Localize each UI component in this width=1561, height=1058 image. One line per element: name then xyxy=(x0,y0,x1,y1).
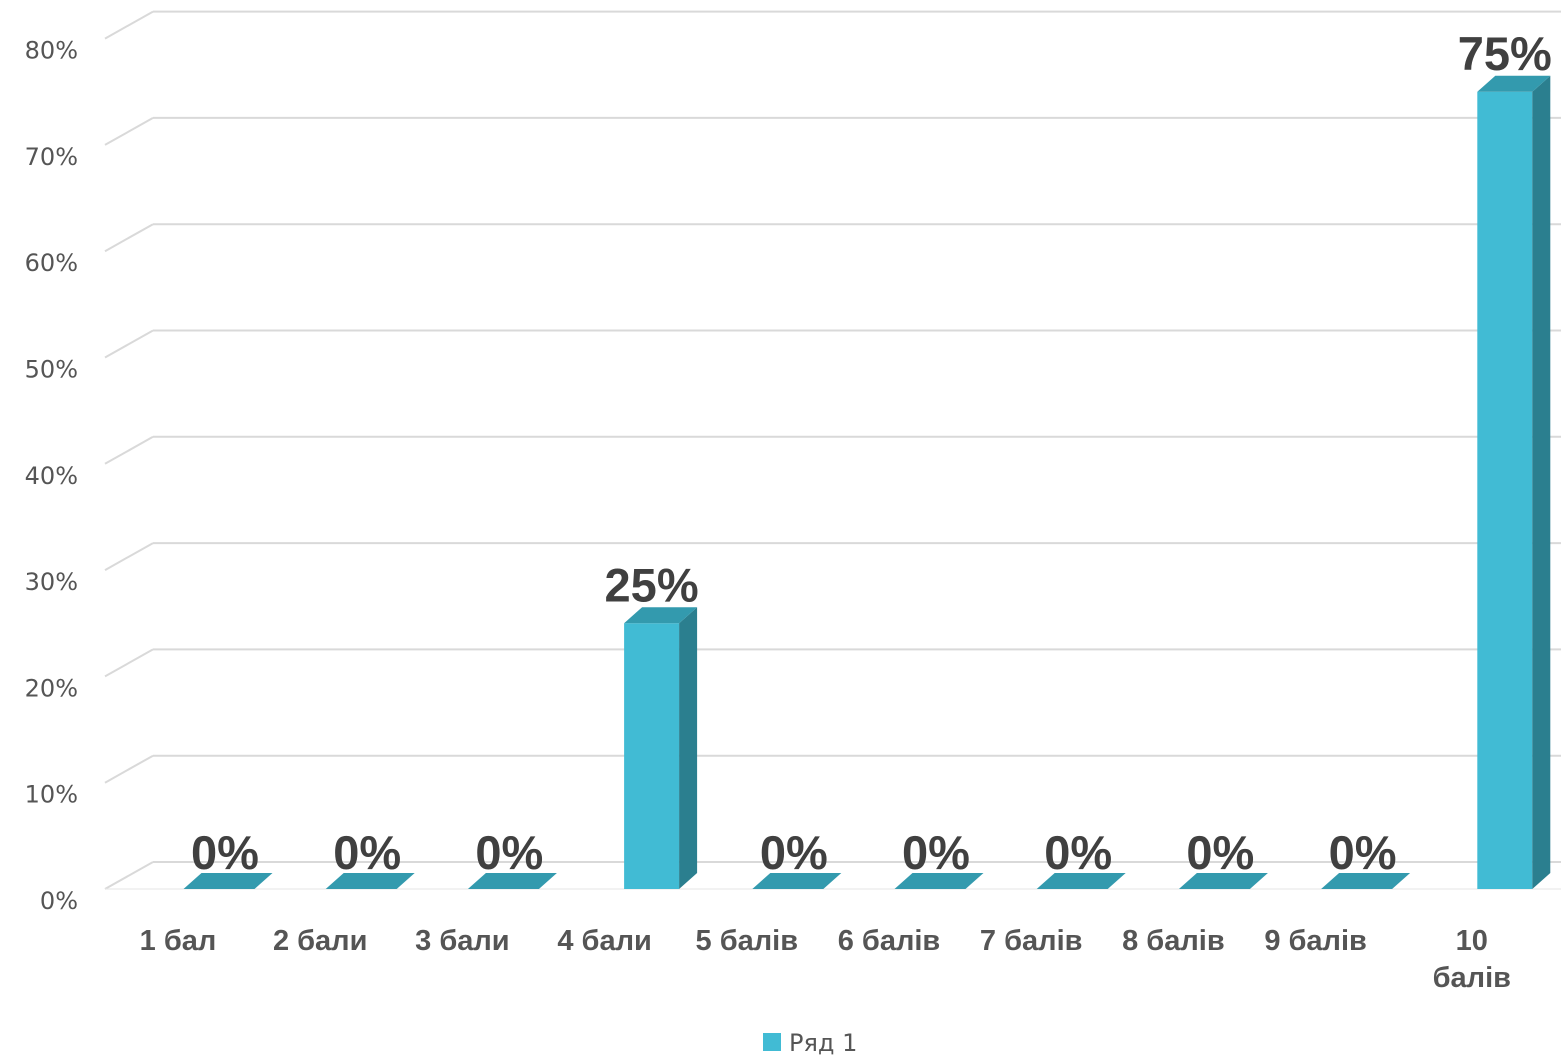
bar-7 xyxy=(1036,873,1126,889)
data-labels: 0% 0% 0% 25% 0% 0% 0% 0% 0% 75% xyxy=(191,27,1552,879)
legend-swatch xyxy=(763,1033,781,1051)
y-tick-label: 60% xyxy=(25,249,78,277)
x-category-label: 2 бали xyxy=(273,925,367,957)
bar-zero xyxy=(894,873,984,889)
x-category-label: 4 бали xyxy=(557,925,651,957)
data-label: 0% xyxy=(902,826,970,879)
wall-gridline-10 xyxy=(104,754,154,784)
bar-6 xyxy=(894,873,984,889)
wall-gridline-70 xyxy=(104,117,154,146)
bar-4 xyxy=(624,607,698,889)
data-label: 0% xyxy=(475,826,543,879)
y-tick-label: 0% xyxy=(40,887,78,915)
data-label: 25% xyxy=(605,558,699,611)
wall-gridline-50 xyxy=(104,329,154,359)
y-tick-label: 50% xyxy=(25,356,78,384)
data-label: 75% xyxy=(1458,27,1552,80)
bar-front xyxy=(624,623,680,889)
bar-zero xyxy=(183,873,273,889)
bar-zero xyxy=(325,873,415,889)
x-category-label: 7 балів xyxy=(980,925,1083,957)
bar-3 xyxy=(467,873,557,889)
wall-gridline-80 xyxy=(104,10,154,40)
wall-gridline-0 xyxy=(104,861,154,890)
bar-side xyxy=(1532,75,1551,889)
legend-label: Ряд 1 xyxy=(789,1029,857,1057)
bar-2 xyxy=(325,873,415,889)
y-tick-label: 20% xyxy=(25,674,78,702)
data-label: 0% xyxy=(1044,826,1112,879)
data-label: 0% xyxy=(760,826,828,879)
bar-zero xyxy=(1036,873,1126,889)
data-label: 0% xyxy=(1186,826,1254,879)
bar-9 xyxy=(1321,873,1411,889)
x-category-label: 10 xyxy=(1456,925,1488,957)
bar-zero xyxy=(1178,873,1268,889)
y-tick-label: 30% xyxy=(25,568,78,596)
bars xyxy=(183,75,1551,889)
x-category-label: 9 балів xyxy=(1264,925,1367,957)
wall-gridline-20 xyxy=(104,648,154,678)
x-category-label: 3 бали xyxy=(415,925,509,957)
x-category-label: балів xyxy=(1433,962,1511,994)
bar-front xyxy=(1477,91,1533,889)
y-axis-ticks: 0% 10% 20% 30% 40% 50% 60% 70% 80% xyxy=(25,37,78,915)
x-axis-categories: 1 бал 2 бали 3 бали 4 бали 5 балів 6 балів 7 б… xyxy=(140,925,1511,994)
wall-gridline-60 xyxy=(104,223,154,253)
x-category-label: 6 балів xyxy=(838,925,941,957)
bar-zero xyxy=(1321,873,1411,889)
data-label: 0% xyxy=(333,826,401,879)
bar-10 xyxy=(1477,75,1551,889)
x-category-label: 1 бал xyxy=(140,925,217,957)
data-label: 0% xyxy=(1329,826,1397,879)
y-tick-label: 40% xyxy=(25,462,78,490)
bar-top xyxy=(1477,75,1551,92)
y-tick-label: 80% xyxy=(25,37,78,65)
data-label: 0% xyxy=(191,826,259,879)
bar-side xyxy=(679,607,698,889)
x-category-label: 8 балів xyxy=(1122,925,1225,957)
wall-gridline-40 xyxy=(104,435,154,465)
bar-top xyxy=(624,607,698,624)
y-tick-label: 10% xyxy=(25,781,78,809)
y-tick-label: 70% xyxy=(25,143,78,171)
bar-zero xyxy=(467,873,557,889)
gridlines xyxy=(104,10,1561,890)
bar-5 xyxy=(752,873,842,889)
legend: Ряд 1 xyxy=(763,1029,857,1057)
bar-8 xyxy=(1178,873,1268,889)
bar-1 xyxy=(183,873,273,889)
bar-zero xyxy=(752,873,842,889)
x-category-label: 5 балів xyxy=(696,925,799,957)
wall-gridline-30 xyxy=(104,542,154,571)
